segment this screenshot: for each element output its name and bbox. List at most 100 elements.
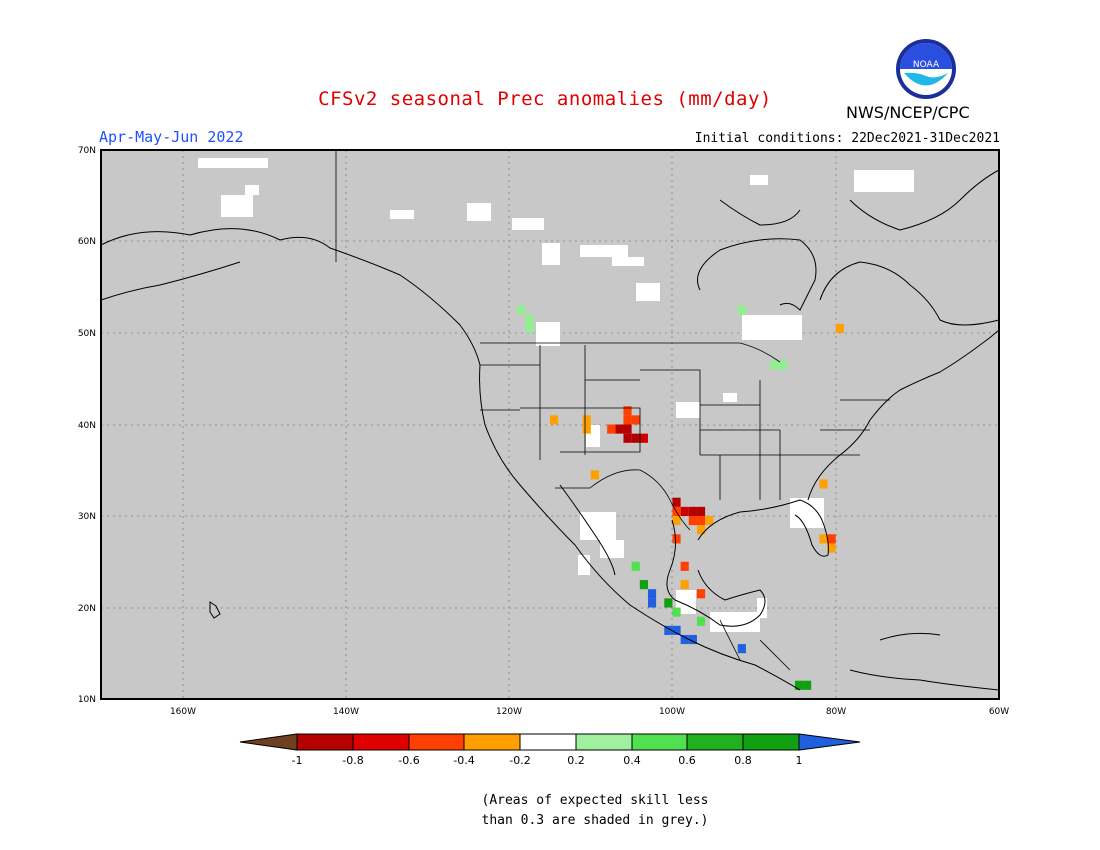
anomaly-cell (696, 525, 706, 535)
colorbar-swatch (742, 733, 800, 751)
anomaly-cell (550, 415, 559, 425)
colorbar-tick: 0.2 (567, 754, 585, 767)
anomaly-cell (696, 516, 706, 526)
anomaly-cell (696, 506, 706, 516)
anomaly-cell (525, 314, 534, 324)
anomaly-cell (672, 607, 681, 617)
anomaly-cell (803, 680, 812, 690)
anomaly-cell (835, 323, 844, 333)
anomaly-cell (778, 360, 787, 370)
lat-label: 10N (78, 695, 96, 705)
anomaly-cell (517, 305, 526, 315)
map-title: CFSv2 seasonal Prec anomalies (mm/day) (318, 88, 772, 110)
anomaly-cell (631, 433, 640, 443)
colorbar-swatch (463, 733, 521, 751)
anomaly-cell (819, 534, 828, 544)
anomaly-cell (623, 415, 632, 425)
anomaly-cell (680, 506, 689, 516)
anomaly-cell (819, 479, 828, 489)
anomaly-cell (696, 589, 706, 599)
lat-label: 60N (78, 237, 96, 247)
lon-label: 80W (826, 707, 846, 717)
anomaly-cell (680, 561, 689, 571)
anomaly-cell (590, 470, 599, 480)
skill-note-line1: (Areas of expected skill less (481, 793, 709, 808)
lat-label: 20N (78, 604, 96, 614)
map-frame (100, 149, 1000, 700)
initial-conditions-label: Initial conditions: 22Dec2021-31Dec2021 (694, 131, 1000, 146)
colorbar-tick: -0.6 (398, 754, 419, 767)
anomaly-cell (623, 424, 632, 434)
anomaly-cell (631, 561, 640, 571)
lat-label: 70N (78, 146, 96, 156)
colorbar-tick: 0.4 (623, 754, 641, 767)
anomaly-cell (664, 625, 673, 635)
colorbar-swatch (631, 733, 688, 751)
anomaly-cell (672, 497, 681, 507)
anomaly-cell (647, 598, 657, 608)
lon-label: 140W (333, 707, 359, 717)
anomaly-cell (623, 406, 632, 416)
anomaly-cell (582, 415, 591, 425)
noaa-logo: NOAA (896, 39, 956, 99)
anomaly-cell (639, 433, 648, 443)
colorbar-swatch (519, 733, 577, 751)
lat-label: 50N (78, 329, 96, 339)
lat-label: 40N (78, 421, 96, 431)
borders (335, 150, 890, 671)
period-label: Apr-May-Jun 2022 (99, 128, 244, 146)
organization-label: NWS/NCEP/CPC (846, 103, 970, 122)
skill-note-line2: than 0.3 are shaded in grey.) (481, 813, 709, 828)
colorbar-tick: 1 (796, 754, 803, 767)
anomaly-cell (623, 433, 632, 443)
colorbar-tick: -0.4 (453, 754, 474, 767)
anomaly-cell (705, 516, 714, 526)
anomaly-cell (525, 323, 534, 333)
anomaly-cell (607, 424, 616, 434)
color-bar (239, 733, 861, 751)
anomaly-cell (639, 580, 648, 590)
colorbar-tick: -1 (292, 754, 303, 767)
lat-label: 30N (78, 512, 96, 522)
lon-label: 120W (496, 707, 522, 717)
anomaly-cell (680, 634, 689, 645)
anomaly-cell (770, 360, 779, 370)
anomaly-cells (517, 305, 844, 690)
anomaly-cell (737, 644, 746, 654)
colorbar-swatch (575, 733, 633, 751)
anomaly-cell (794, 680, 804, 690)
anomaly-cell (696, 616, 706, 626)
anomaly-cell (680, 580, 689, 590)
anomaly-cell (631, 415, 640, 425)
colorbar-swatch (296, 733, 354, 751)
colorbar-tick: -0.2 (509, 754, 530, 767)
colorbar-low-arrow (239, 733, 298, 751)
anomaly-cell (688, 516, 697, 526)
anomaly-cell (672, 516, 681, 526)
logo-text: NOAA (913, 60, 940, 70)
anomaly-cell (582, 424, 591, 434)
colorbar-high-arrow (798, 733, 861, 751)
colorbar-swatch (408, 733, 465, 751)
lon-label: 100W (659, 707, 685, 717)
anomaly-cell (672, 625, 681, 635)
anomaly-cell (827, 543, 836, 553)
latitude-axis: 70N 60N 50N 40N 30N 20N 10N (78, 146, 96, 705)
colorbar-swatch (352, 733, 410, 751)
colorbar-tick: 0.6 (678, 754, 696, 767)
colorbar-tick: -0.8 (342, 754, 363, 767)
anomaly-cell (647, 589, 657, 599)
anomaly-cell (737, 305, 746, 315)
anomaly-cell (615, 424, 624, 434)
colorbar-swatch (686, 733, 744, 751)
anomaly-cell (688, 506, 697, 516)
anomaly-cell (688, 634, 697, 645)
anomaly-cell (672, 534, 681, 544)
colorbar-tick: 0.8 (734, 754, 752, 767)
lon-label: 60W (989, 707, 1009, 717)
lon-label: 160W (170, 707, 196, 717)
anomaly-cell (664, 598, 673, 608)
longitude-axis: 160W 140W 120W 100W 80W 60W (170, 707, 1009, 717)
colorbar-ticks: -1 -0.8 -0.6 -0.4 -0.2 0.2 0.4 0.6 0.8 1 (292, 754, 803, 767)
